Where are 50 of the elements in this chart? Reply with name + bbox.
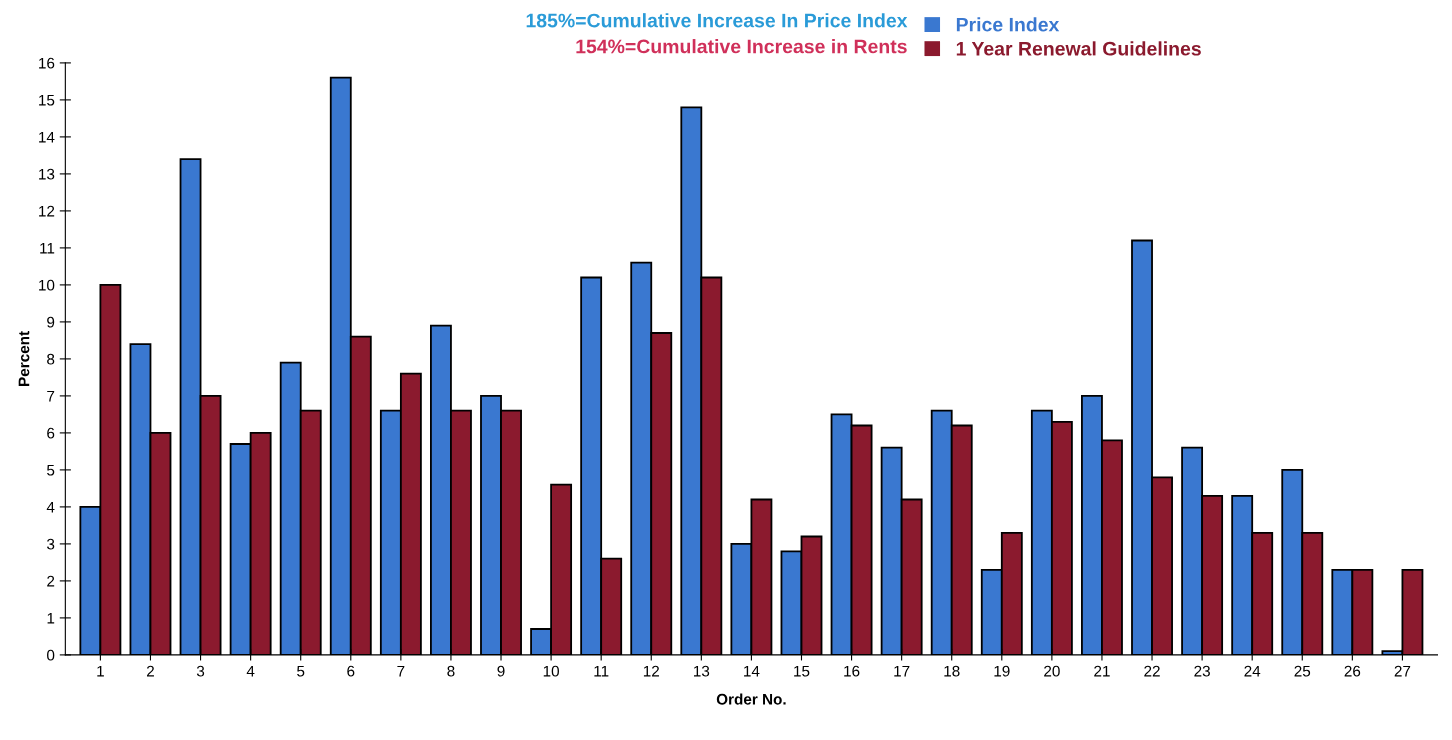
x-tick-label: 9 [497, 665, 505, 677]
x-tick-label: 5 [297, 665, 305, 677]
text: 185%=Cumulative Increase In Price Index [526, 13, 908, 28]
x-tick-label: 15 [794, 665, 810, 677]
x-tick-label: 12 [643, 665, 659, 677]
legend-label: Price Index [956, 17, 1060, 32]
y-tick-label: 12 [39, 205, 55, 217]
y-tick-label: 6 [47, 427, 55, 439]
y-tick-label: 16 [39, 57, 55, 69]
y-tick-label: 14 [39, 131, 55, 143]
x-tick-label: 16 [844, 665, 860, 677]
y-tick-label: 15 [39, 94, 55, 106]
x-tick-label: 11 [594, 665, 609, 677]
y-tick-label: 0 [47, 649, 55, 661]
x-tick-label: 14 [744, 665, 760, 677]
x-tick-label: 6 [347, 665, 355, 677]
y-tick-label: 4 [46, 501, 55, 513]
y-tick-label: 2 [47, 575, 55, 587]
text: 154%=Cumulative Increase in Rents [576, 39, 907, 54]
y-tick-label: 1 [47, 612, 55, 624]
legend-label: 1 Year Renewal Guidelines [956, 41, 1201, 56]
x-tick-label: 27 [1394, 665, 1411, 677]
y-tick-label: 13 [39, 168, 55, 180]
x-tick-label: 24 [1244, 665, 1261, 677]
x-tick-label: 18 [944, 665, 960, 677]
y-tick-label: 11 [40, 242, 55, 254]
x-tick-label: 26 [1344, 665, 1361, 677]
x-tick-label: 25 [1294, 665, 1311, 677]
x-tick-label: 21 [1094, 665, 1110, 677]
y-tick-label: 5 [47, 464, 55, 476]
x-axis-title: Order No. [716, 693, 786, 705]
x-tick-label: 22 [1144, 665, 1160, 677]
y-tick-label: 8 [47, 353, 55, 365]
x-tick-label: 10 [543, 665, 559, 677]
x-tick-label: 4 [246, 665, 255, 677]
y-tick-label: 7 [47, 390, 55, 402]
x-tick-label: 20 [1044, 665, 1060, 677]
x-tick-label: 8 [447, 665, 455, 677]
x-tick-label: 23 [1194, 665, 1210, 677]
y-tick-label: 3 [47, 538, 55, 550]
x-tick-label: 13 [694, 665, 710, 677]
x-tick-label: 2 [146, 665, 154, 677]
x-tick-label: 19 [994, 665, 1010, 677]
x-tick-label: 7 [397, 665, 405, 677]
y-axis-title: Percent [18, 331, 30, 386]
y-tick-label: 9 [47, 316, 55, 328]
x-tick-label: 17 [894, 665, 910, 677]
y-tick-label: 10 [39, 279, 55, 291]
x-tick-label: 1 [97, 665, 104, 677]
x-tick-label: 3 [196, 665, 205, 677]
